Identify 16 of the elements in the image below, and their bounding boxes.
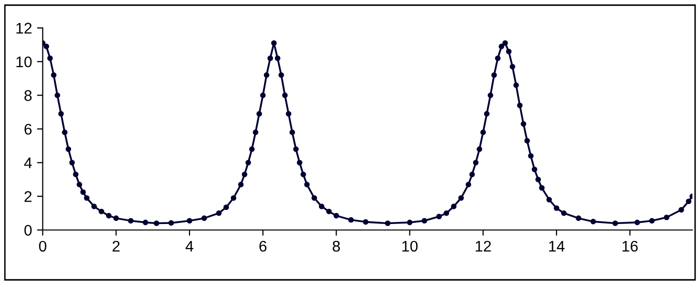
x-tick-label: 0 <box>39 240 46 252</box>
y-tick-label: 0 <box>24 224 32 236</box>
x-tick-label: 12 <box>476 240 491 252</box>
y-tick-label: 10 <box>16 56 32 68</box>
x-tick-label: 16 <box>622 240 638 252</box>
y-tick-label: 6 <box>24 124 32 135</box>
y-tick-label: 12 <box>16 22 32 34</box>
x-tick-label: 4 <box>186 240 194 252</box>
y-tick-label: 8 <box>24 90 32 101</box>
x-tick-label: 6 <box>259 240 266 252</box>
y-tick-label: 2 <box>24 191 32 202</box>
x-tick-label: 2 <box>112 240 120 252</box>
x-tick-label: 8 <box>332 240 340 252</box>
x-tick-label: 14 <box>549 240 565 252</box>
y-tick-label: 4 <box>24 158 32 168</box>
x-tick-label: 10 <box>402 240 418 252</box>
